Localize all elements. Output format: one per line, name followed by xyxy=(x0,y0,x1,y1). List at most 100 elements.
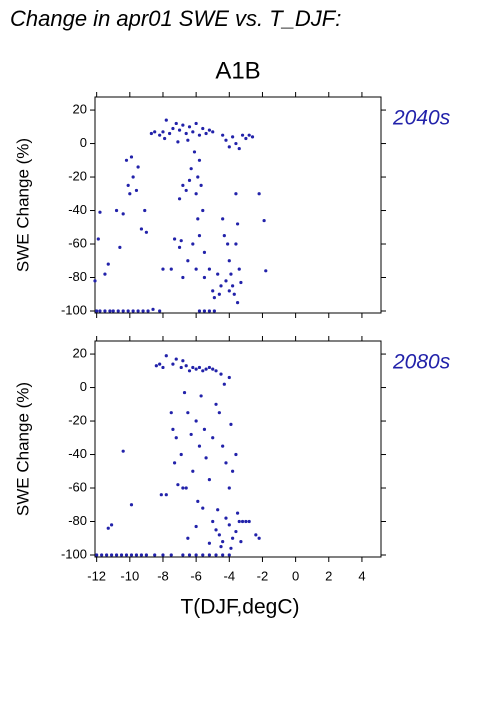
point xyxy=(184,188,188,193)
point xyxy=(207,541,211,545)
point xyxy=(244,136,248,141)
y-tick-label: 0 xyxy=(80,135,87,150)
point xyxy=(114,208,119,213)
point xyxy=(118,245,122,249)
plot-frame xyxy=(94,96,382,314)
point xyxy=(98,309,102,313)
point xyxy=(204,131,208,136)
point xyxy=(257,192,261,196)
x-tick-label: -12 xyxy=(87,568,106,583)
point xyxy=(194,121,198,126)
point xyxy=(237,519,241,524)
point xyxy=(227,289,231,293)
point xyxy=(181,183,185,188)
point xyxy=(219,284,223,288)
point xyxy=(211,436,215,440)
point xyxy=(221,539,225,544)
point xyxy=(126,309,130,313)
point xyxy=(202,427,207,432)
point xyxy=(168,131,172,136)
point xyxy=(235,511,240,515)
point xyxy=(211,289,215,293)
point xyxy=(244,519,248,524)
y-tick-label: -20 xyxy=(68,168,87,183)
y-tick-label: -60 xyxy=(68,479,87,494)
point xyxy=(254,533,258,537)
point xyxy=(216,272,220,276)
point xyxy=(186,536,190,540)
point xyxy=(240,519,245,524)
point xyxy=(217,292,221,296)
point xyxy=(207,128,211,132)
point xyxy=(103,272,107,276)
point xyxy=(171,126,175,131)
point xyxy=(191,130,195,134)
point xyxy=(194,192,198,196)
point xyxy=(184,364,188,368)
y-tick-label: -100 xyxy=(61,302,87,317)
point xyxy=(96,237,100,241)
point xyxy=(119,553,124,557)
y-tick-label: -80 xyxy=(68,269,87,284)
point xyxy=(201,506,205,510)
point xyxy=(235,222,240,226)
point xyxy=(95,553,99,557)
point xyxy=(234,242,238,246)
x-tick-label: 4 xyxy=(358,568,365,583)
point xyxy=(204,456,208,460)
point xyxy=(187,125,192,129)
point xyxy=(221,133,225,137)
point xyxy=(221,217,225,221)
point xyxy=(164,354,168,358)
point xyxy=(202,309,207,313)
point xyxy=(187,553,192,557)
point xyxy=(163,136,167,141)
point xyxy=(181,123,185,127)
point xyxy=(136,165,140,169)
point xyxy=(214,528,218,532)
point xyxy=(143,208,147,213)
point xyxy=(121,309,125,313)
point xyxy=(187,369,192,373)
point xyxy=(177,245,182,249)
point xyxy=(224,516,228,520)
y-tick-label: -80 xyxy=(68,513,87,528)
point xyxy=(234,141,238,146)
point xyxy=(182,390,187,395)
point xyxy=(234,529,238,534)
point xyxy=(227,145,231,149)
point xyxy=(100,553,104,557)
point xyxy=(232,292,236,296)
point xyxy=(201,208,205,213)
point xyxy=(257,536,261,540)
point xyxy=(176,483,180,487)
point xyxy=(161,365,165,370)
point xyxy=(114,553,119,557)
point xyxy=(194,367,198,371)
point xyxy=(109,553,114,557)
point xyxy=(234,192,238,196)
point xyxy=(219,545,223,549)
point xyxy=(262,218,266,223)
point xyxy=(124,158,129,162)
point xyxy=(169,411,173,415)
point xyxy=(194,524,198,529)
point xyxy=(131,309,135,313)
point xyxy=(153,553,157,557)
panel-label: 2080s xyxy=(392,351,451,374)
y-tick-label: 20 xyxy=(73,345,87,360)
point xyxy=(111,309,115,313)
point xyxy=(224,279,228,283)
point xyxy=(197,365,202,370)
point xyxy=(179,452,183,457)
point xyxy=(197,234,202,238)
point xyxy=(134,188,139,193)
point xyxy=(151,307,155,311)
point xyxy=(106,262,110,266)
point xyxy=(126,183,130,188)
point xyxy=(239,539,243,544)
point xyxy=(159,493,163,497)
x-tick-label: -10 xyxy=(120,568,139,583)
